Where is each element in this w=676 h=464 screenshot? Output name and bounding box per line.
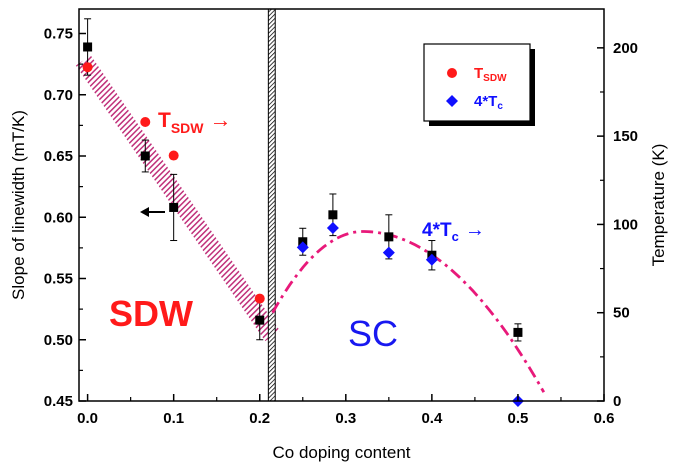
data-markers	[82, 42, 524, 407]
y-left-tick-label: 0.65	[44, 148, 73, 165]
tc-point	[382, 246, 395, 259]
y-left-tick-label: 0.45	[44, 393, 73, 410]
slope-point	[140, 151, 150, 161]
sc-dome-curve	[271, 230, 546, 393]
legend-entry-tc: 4*Tc	[474, 93, 503, 112]
slope-point	[384, 232, 394, 242]
slope-point	[513, 327, 523, 337]
tc-point	[425, 253, 438, 266]
tsdw-point	[140, 117, 151, 128]
x-tick-label: 0.2	[249, 410, 270, 427]
slope-point	[328, 210, 338, 220]
legend-tc-main: 4*T	[474, 93, 497, 110]
x-tick-label: 0.0	[77, 410, 98, 427]
tsdw-annotation-arrow: →	[210, 107, 232, 132]
tsdw-annotation-sub: SDW	[171, 120, 204, 136]
x-tick-label: 0.5	[508, 410, 529, 427]
plot-frame	[78, 8, 605, 402]
tc-annotation: 4*Tc →	[422, 219, 485, 244]
legend-entry-tsdw: TSDW	[474, 65, 507, 84]
tsdw-annotation: TSDW →	[158, 107, 232, 136]
y-right-tick-label: 100	[613, 216, 638, 233]
y-left-tick-label: 0.55	[44, 271, 73, 288]
tsdw-point	[82, 62, 93, 73]
y-left-tick-label: 0.50	[44, 332, 73, 349]
tsdw-annotation-main: T	[158, 109, 171, 132]
legend-tsdw-sub: SDW	[483, 73, 507, 84]
tc-annotation-main: 4*T	[422, 220, 452, 241]
y-left-tick-label: 0.60	[44, 209, 73, 226]
x-tick-label: 0.4	[421, 410, 443, 427]
sdw-band-layer	[75, 55, 281, 342]
slope-point	[169, 202, 179, 212]
x-axis-title: Co doping content	[273, 443, 411, 462]
tsdw-point	[254, 293, 265, 304]
axis-ticks: 0.0 0.1 0.2 0.3 0.4 0.5 0.6 0.45 0.50 0.55 0.60 0.6…	[44, 26, 638, 428]
legend-diamond-icon	[446, 95, 458, 107]
legend: TSDW 4*Tc	[423, 43, 535, 126]
tc-point	[296, 241, 309, 254]
slope-point	[255, 315, 265, 325]
x-tick-label: 0.6	[594, 410, 615, 427]
x-tick-label: 0.1	[163, 410, 184, 427]
y-left-tick-label: 0.75	[44, 26, 73, 43]
legend-circle-icon	[447, 68, 457, 78]
y-left-tick-label: 0.70	[44, 87, 73, 104]
legend-box	[423, 43, 531, 122]
tc-annotation-arrow: →	[465, 219, 485, 241]
phase-boundary	[267, 8, 276, 402]
sc-dome-layer	[271, 230, 546, 393]
sc-region-label: SC	[348, 313, 398, 354]
tc-annotation-sub: c	[452, 229, 459, 244]
y-right-tick-label: 200	[613, 40, 638, 57]
y-right-axis-title: Temperature (K)	[649, 144, 668, 267]
left-axis-arrow-icon	[140, 207, 165, 217]
tsdw-point	[168, 150, 179, 161]
slope-point	[83, 42, 93, 52]
y-right-tick-label: 50	[613, 305, 630, 322]
sdw-region-label: SDW	[109, 293, 193, 334]
legend-tsdw-main: T	[474, 65, 483, 82]
y-right-tick-label: 150	[613, 128, 638, 145]
legend-tc-sub: c	[497, 101, 503, 112]
y-right-tick-label: 0	[613, 393, 621, 410]
phase-boundary-layer	[267, 8, 276, 402]
y-left-axis-title: Slope of linewidth (mT/K)	[9, 110, 28, 300]
tc-point	[326, 221, 339, 234]
sdw-band	[75, 55, 281, 342]
x-tick-label: 0.3	[335, 410, 356, 427]
